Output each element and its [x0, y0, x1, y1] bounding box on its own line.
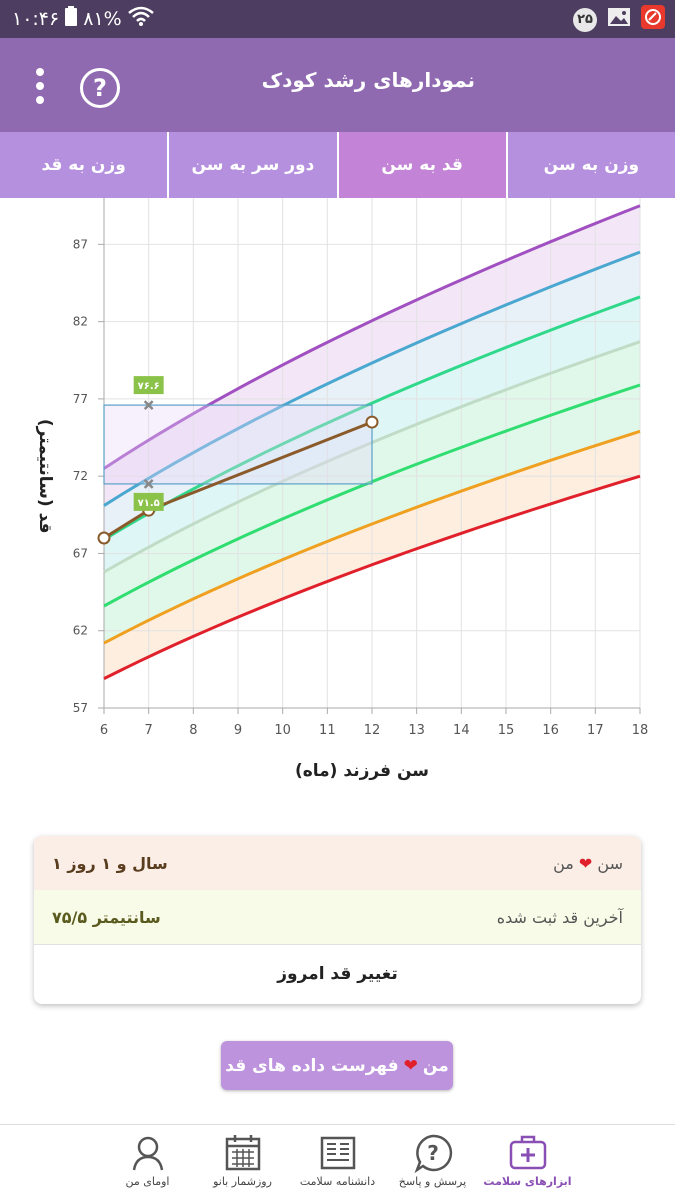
age-label: سن ❤ من: [553, 853, 623, 873]
last-height-label: آخرین قد ثبت شده: [496, 907, 623, 927]
x-tick-label: 14: [453, 723, 470, 738]
battery-level: ۸۱%: [83, 7, 122, 30]
info-card: ۱ سال و ۱ روز سن ❤ من ۷۵/۵ سانتیمتر آخری…: [34, 836, 641, 1004]
x-axis-label: سن فرزند (ماه): [295, 761, 429, 781]
percentile-line: [103, 474, 641, 680]
selection-range-box: [103, 404, 373, 485]
change-height-label: تغییر قد امروز: [277, 963, 398, 984]
x-tick-label: 11: [319, 723, 336, 738]
x-tick-label: 17: [587, 723, 604, 738]
x-tick-label: 16: [542, 723, 559, 738]
range-marker-tag: [133, 492, 164, 511]
child-data-point: [365, 415, 379, 429]
change-height-button[interactable]: تغییر قد امروز: [34, 944, 641, 1002]
range-marker-label: ۷۱.۵: [138, 498, 160, 509]
y-tick-label: 67: [73, 546, 88, 560]
percentile-line: [103, 204, 641, 470]
page-title: نمودارهای رشد کودک: [261, 68, 475, 92]
nav-profile[interactable]: اومای من: [100, 1125, 195, 1200]
age-value: ۱ سال و ۱ روز: [52, 853, 168, 873]
y-tick-label: 62: [73, 624, 88, 638]
wifi-icon: [127, 6, 154, 31]
tab-head-for-age[interactable]: دور سر به سن: [167, 132, 336, 198]
chart-tabs: وزن به قد دور سر به سن قد به سن وزن به س…: [0, 132, 675, 198]
tab-height-for-age[interactable]: قد به سن: [336, 132, 506, 198]
percentile-line: [103, 295, 641, 541]
tab-weight-for-height[interactable]: وزن به قد: [41, 155, 126, 175]
y-tick-label: 87: [73, 237, 88, 251]
app-notification-icon: [641, 5, 665, 34]
x-tick-label: 13: [408, 723, 425, 738]
calendar-icon: [221, 1131, 265, 1175]
age-row: ۱ سال و ۱ روز سن ❤ من: [34, 836, 641, 890]
nav-calendar[interactable]: روزشمار بانو: [195, 1125, 290, 1200]
nav-encyclopedia[interactable]: دانشنامه سلامت: [290, 1125, 385, 1200]
app-bar: ? نمودارهای رشد کودک: [0, 38, 675, 132]
battery-icon: [65, 6, 78, 31]
y-tick-label: 77: [73, 392, 88, 406]
child-data-point: [97, 531, 111, 545]
heart-icon: ❤: [578, 853, 593, 873]
x-tick-label: 18: [632, 723, 649, 738]
svg-text:?: ?: [427, 1141, 439, 1165]
clock: ۱۰:۴۶: [12, 7, 60, 30]
encyclopedia-icon: [316, 1131, 360, 1175]
y-axis-label: قد (سانتیمتر): [35, 419, 55, 534]
nav-health-tools[interactable]: ابزارهای سلامت: [480, 1125, 575, 1200]
range-marker-label: ۷۶.۶: [138, 381, 160, 392]
x-tick-label: 10: [274, 723, 291, 738]
range-marker-icon: [143, 479, 154, 489]
y-tick-label: 72: [73, 469, 88, 483]
last-height-row: ۷۵/۵ سانتیمتر آخرین قد ثبت شده: [34, 890, 641, 944]
last-height-value: ۷۵/۵ سانتیمتر: [52, 907, 161, 927]
notification-count-badge: ۲۵: [573, 7, 597, 32]
percentile-line: [103, 429, 641, 645]
overflow-menu-icon[interactable]: [30, 68, 50, 108]
image-icon: [607, 7, 631, 32]
y-tick-label: 82: [73, 315, 88, 329]
x-tick-label: 9: [234, 723, 242, 738]
x-tick-label: 7: [145, 723, 153, 738]
height-data-list-button[interactable]: فهرست داده های قد ❤ من: [221, 1041, 453, 1090]
x-tick-label: 15: [498, 723, 515, 738]
list-button-prefix: فهرست داده های قد: [225, 1055, 399, 1076]
range-marker-icon: [143, 400, 154, 410]
growth-chart: 6 7 8 9 10 11 12 13 14 15 16 17 18 57 62 67 72 77 82 87 سن ف…: [0, 198, 675, 798]
tab-weight-for-age[interactable]: وزن به سن: [505, 132, 675, 198]
question-bubble-icon: ?: [411, 1131, 455, 1175]
range-marker-tag: [133, 376, 164, 395]
x-tick-label: 12: [364, 723, 381, 738]
help-button[interactable]: ?: [80, 68, 120, 108]
percentile-line: [103, 250, 641, 507]
medical-kit-icon: [506, 1131, 550, 1175]
bottom-navigation: ابزارهای سلامت ? پرسش و پاسخ دانشنامه سل…: [0, 1124, 675, 1200]
list-button-suffix: من: [422, 1055, 449, 1076]
profile-icon: [126, 1131, 170, 1175]
heart-icon: ❤: [403, 1055, 418, 1076]
nav-q-and-a[interactable]: ? پرسش و پاسخ: [385, 1125, 480, 1200]
x-tick-label: 8: [189, 723, 197, 738]
status-bar: ۱۰:۴۶ ۸۱% ۲۵: [0, 0, 675, 38]
x-tick-label: 6: [100, 723, 108, 738]
y-tick-label: 57: [73, 701, 88, 715]
